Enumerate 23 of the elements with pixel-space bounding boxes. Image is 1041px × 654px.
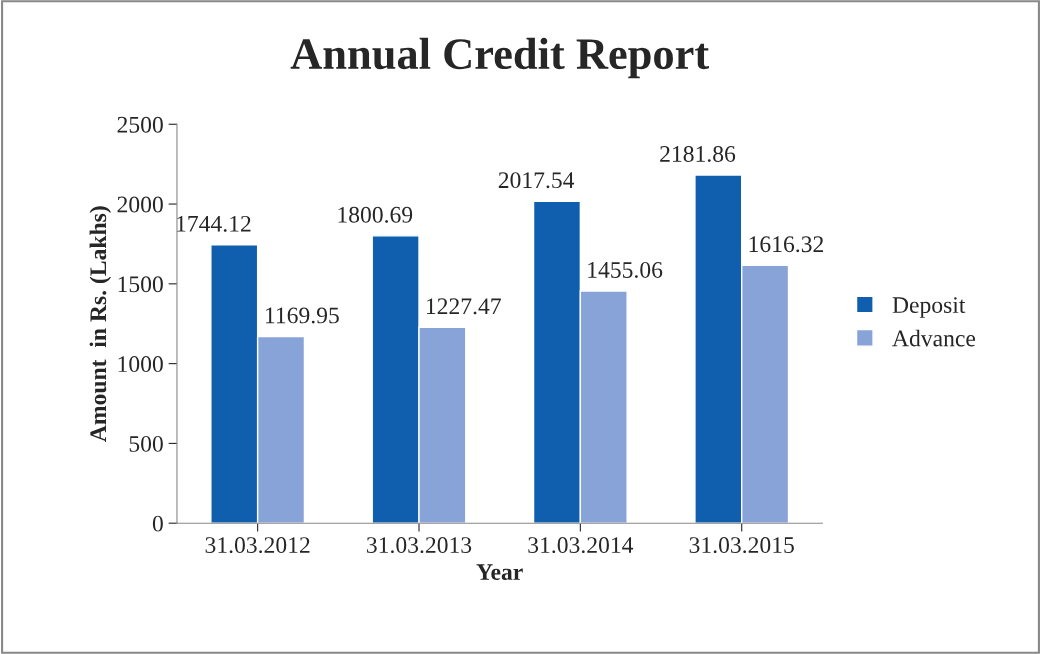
data-label: 1800.69 xyxy=(338,206,413,223)
data-label: 1455.06 xyxy=(588,261,663,278)
y-tick-label: 500 xyxy=(129,435,163,452)
data-label: 1169.95 xyxy=(266,307,339,324)
y-tick-label: 1000 xyxy=(118,356,163,373)
data-label: 2181.86 xyxy=(660,145,736,162)
x-axis-title: Year xyxy=(476,564,523,580)
data-label: 1744.12 xyxy=(177,215,251,232)
y-tick-label: 1500 xyxy=(118,276,163,293)
data-label: 2017.54 xyxy=(498,172,575,189)
x-tick-label: 31.03.2014 xyxy=(528,537,634,554)
y-tick-label: 2000 xyxy=(117,196,163,213)
y-tick-label: 0 xyxy=(152,515,163,532)
x-tick-label: 31.03.2012 xyxy=(205,537,310,554)
x-tick-label: 31.03.2015 xyxy=(689,537,794,554)
y-axis-title: Amount in Rs. (Lakhs) xyxy=(89,206,111,442)
data-label: 1227.47 xyxy=(426,298,501,315)
x-tick-label: 31.03.2013 xyxy=(367,537,472,554)
legend-label: Deposit xyxy=(892,297,966,318)
y-tick-label: 2500 xyxy=(117,116,163,133)
legend-label: Advance xyxy=(892,329,976,347)
chart-title: Annual Credit Report xyxy=(290,37,709,79)
data-label: 1616.32 xyxy=(749,236,824,253)
